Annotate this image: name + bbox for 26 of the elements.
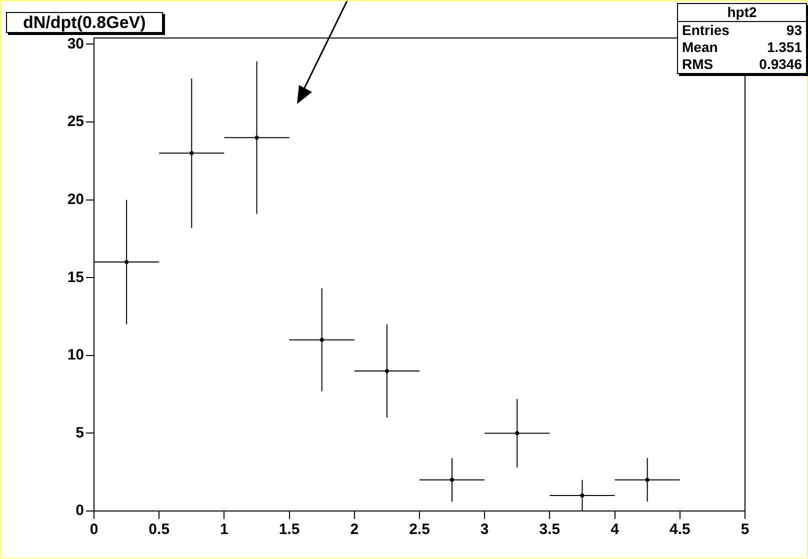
y-tick-label: 0 [76,502,84,520]
y-tick-label: 10 [67,346,84,364]
text: hpt2 [678,4,806,22]
x-tick-label: 5 [740,521,750,538]
x-tick-label: 4 [610,521,620,538]
y-tick-label: 25 [67,113,84,130]
y-tick-label: 30 [67,35,84,52]
x-tick-label: 0 [90,521,98,538]
x-tick-label: 0.5 [148,521,170,538]
text: 0.9346 [759,56,802,73]
y-tick-label: 20 [67,190,84,208]
text: 93 [786,22,802,39]
x-tick-label: 2.5 [409,521,430,538]
annotation: RMS [682,56,714,73]
x-tick-label: 4.5 [669,521,690,538]
x-tick-label: 1 [220,521,228,538]
annotation: Mean [682,39,718,56]
y-tick-label: 15 [67,268,84,286]
x-tick-label: 3.5 [539,521,560,538]
annotation: Entries [682,22,730,39]
y-tick-label: 5 [76,424,84,442]
text: 1.351 [766,39,802,56]
chart-title: dN/dpt(0.8GeV) [6,12,163,33]
x-tick-label: 2 [350,521,359,538]
x-tick-label: 3 [480,521,489,538]
x-tick-label: 1.5 [278,521,300,538]
